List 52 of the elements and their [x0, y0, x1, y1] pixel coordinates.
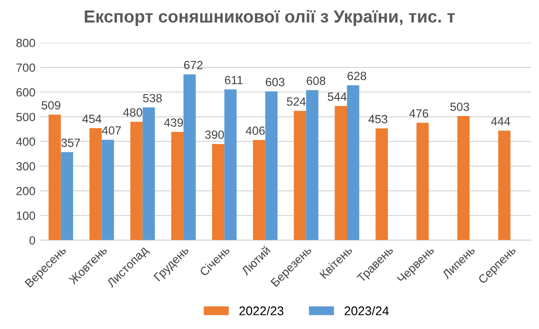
data-label: 509: [42, 101, 60, 110]
bar: [306, 90, 318, 240]
data-label: 480: [123, 108, 142, 117]
data-label: 503: [450, 102, 470, 111]
legend-label: 2023/24: [344, 306, 389, 316]
bar: [457, 116, 470, 240]
data-label: 357: [61, 138, 80, 147]
bar: [212, 144, 224, 240]
bar: [252, 140, 266, 240]
data-label: 672: [184, 60, 203, 70]
y-tick-label: 500: [16, 112, 36, 122]
data-label: 390: [205, 130, 224, 139]
data-label: 476: [409, 109, 428, 118]
y-tick-label: 800: [16, 38, 36, 48]
data-label: 444: [491, 117, 510, 126]
bar: [102, 140, 114, 240]
bar: [294, 110, 306, 240]
data-label: 608: [306, 76, 326, 86]
y-tick-label: 600: [16, 88, 36, 97]
data-label: 407: [102, 126, 121, 135]
y-tick-label: 400: [16, 138, 36, 146]
bar: [130, 122, 143, 240]
data-label: 439: [164, 118, 183, 127]
data-label: 524: [286, 97, 306, 106]
chart-title: Експорт соняшникової олії з України, тис. т: [84, 10, 455, 26]
data-label: 406: [246, 126, 265, 135]
data-label: 538: [143, 94, 162, 102]
data-label: 453: [368, 114, 388, 124]
bar: [60, 152, 74, 240]
bar: [346, 85, 360, 240]
y-tick-label: 200: [16, 186, 36, 196]
legend-label: 2022/23: [239, 306, 284, 316]
bar: [142, 107, 155, 240]
bar: [334, 106, 347, 240]
bar: [498, 130, 510, 240]
bar: [171, 132, 184, 240]
data-label: 611: [224, 76, 243, 84]
y-tick-label: 300: [16, 162, 36, 171]
bar: [416, 122, 429, 240]
data-label: 454: [82, 114, 102, 124]
data-label: 544: [328, 92, 347, 101]
data-label: 628: [348, 72, 366, 80]
y-tick-label: 0: [29, 236, 36, 245]
data-label: 603: [266, 78, 284, 86]
bar: [183, 74, 196, 240]
bar: [224, 89, 237, 240]
bar: [376, 128, 388, 240]
y-tick-label: 700: [16, 63, 36, 72]
bar: [265, 91, 278, 240]
bar: [89, 128, 102, 240]
bar: [48, 114, 61, 240]
y-tick-label: 100: [16, 212, 36, 220]
